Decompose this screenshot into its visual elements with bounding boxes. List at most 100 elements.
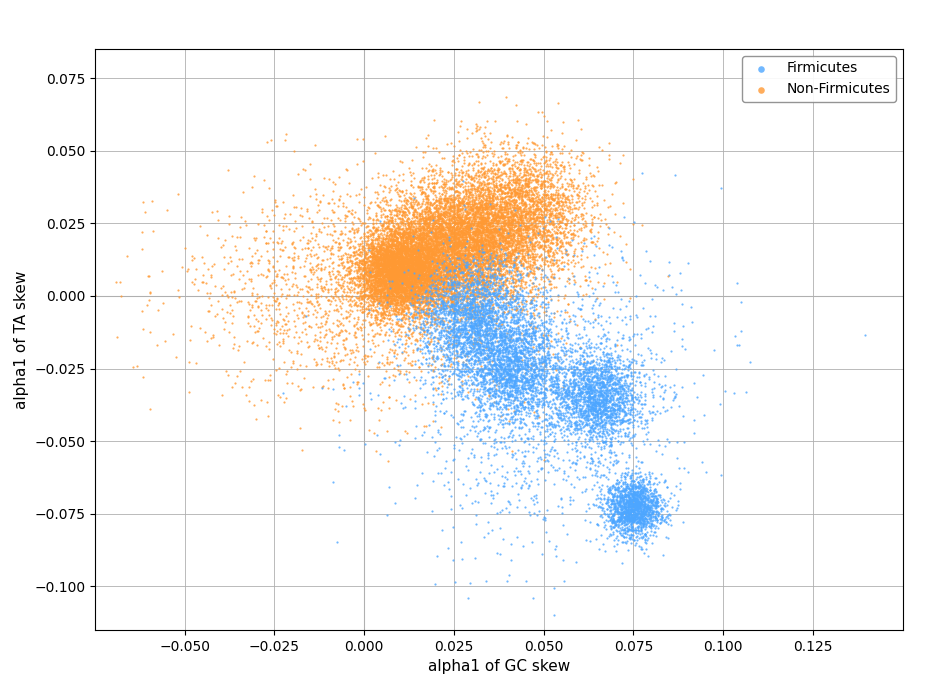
Firmicutes [494,415,509,426]
Non-Firmicutes [383,256,398,267]
Non-Firmicutes [537,258,552,270]
Non-Firmicutes [439,270,454,281]
Non-Firmicutes [431,279,446,290]
Non-Firmicutes [454,167,469,178]
Non-Firmicutes [500,197,515,209]
Non-Firmicutes [364,292,379,303]
Non-Firmicutes [422,244,437,256]
Non-Firmicutes [544,193,560,204]
Non-Firmicutes [426,281,441,292]
Firmicutes [465,365,480,377]
Non-Firmicutes [401,318,416,330]
Firmicutes [430,312,446,323]
Firmicutes [459,320,474,331]
Non-Firmicutes [464,243,479,254]
Non-Firmicutes [484,251,500,262]
Firmicutes [330,536,345,547]
Firmicutes [504,449,520,460]
Non-Firmicutes [470,229,485,240]
Non-Firmicutes [478,285,493,296]
Non-Firmicutes [441,244,456,255]
Firmicutes [452,307,467,318]
Firmicutes [454,341,469,352]
Non-Firmicutes [429,279,445,290]
Firmicutes [485,290,501,301]
Non-Firmicutes [414,246,429,257]
Firmicutes [523,358,539,370]
Firmicutes [568,418,583,429]
Non-Firmicutes [414,241,429,253]
Firmicutes [613,490,628,501]
Firmicutes [615,405,630,416]
Firmicutes [428,309,444,321]
Non-Firmicutes [446,202,461,214]
Non-Firmicutes [443,267,458,279]
Firmicutes [486,449,502,461]
Firmicutes [483,297,498,308]
Non-Firmicutes [459,217,474,228]
Non-Firmicutes [390,251,406,262]
Non-Firmicutes [491,188,506,199]
Non-Firmicutes [397,269,412,280]
Non-Firmicutes [367,256,382,267]
Non-Firmicutes [403,230,418,241]
Non-Firmicutes [403,243,418,254]
Firmicutes [552,360,567,372]
Non-Firmicutes [481,188,496,199]
Non-Firmicutes [420,281,435,293]
Non-Firmicutes [411,309,427,321]
Non-Firmicutes [424,294,439,305]
Non-Firmicutes [409,252,425,263]
Non-Firmicutes [399,236,414,247]
Non-Firmicutes [451,267,466,279]
Firmicutes [465,397,480,408]
Firmicutes [474,362,489,373]
Non-Firmicutes [574,243,589,254]
Firmicutes [627,492,642,503]
Non-Firmicutes [405,296,420,307]
Non-Firmicutes [436,206,451,218]
Firmicutes [491,368,506,379]
Non-Firmicutes [412,266,428,277]
Firmicutes [602,400,618,412]
Non-Firmicutes [498,176,513,188]
Non-Firmicutes [396,270,411,281]
Firmicutes [468,352,484,363]
Non-Firmicutes [410,271,426,282]
Non-Firmicutes [408,255,423,266]
Firmicutes [586,416,601,428]
Firmicutes [553,364,568,375]
Non-Firmicutes [544,207,560,218]
Non-Firmicutes [534,169,549,181]
Non-Firmicutes [408,298,423,309]
Firmicutes [605,406,620,417]
Firmicutes [481,297,496,308]
Non-Firmicutes [503,167,518,178]
Non-Firmicutes [432,253,447,265]
Non-Firmicutes [452,254,467,265]
Non-Firmicutes [457,201,472,212]
Firmicutes [643,517,658,528]
Firmicutes [633,493,648,504]
Non-Firmicutes [428,215,443,226]
Firmicutes [491,356,506,368]
Non-Firmicutes [442,183,457,194]
Non-Firmicutes [440,285,455,296]
Firmicutes [459,293,474,304]
Firmicutes [492,318,507,330]
Non-Firmicutes [466,226,481,237]
Non-Firmicutes [542,198,558,209]
Firmicutes [459,347,474,358]
Firmicutes [533,384,548,395]
Non-Firmicutes [365,283,380,294]
Non-Firmicutes [415,278,430,289]
Non-Firmicutes [520,205,535,216]
Non-Firmicutes [391,169,407,181]
Non-Firmicutes [387,274,402,286]
Non-Firmicutes [576,148,591,159]
Non-Firmicutes [570,203,585,214]
Firmicutes [648,484,663,495]
Non-Firmicutes [446,258,462,269]
Non-Firmicutes [497,160,512,171]
Non-Firmicutes [280,251,295,262]
